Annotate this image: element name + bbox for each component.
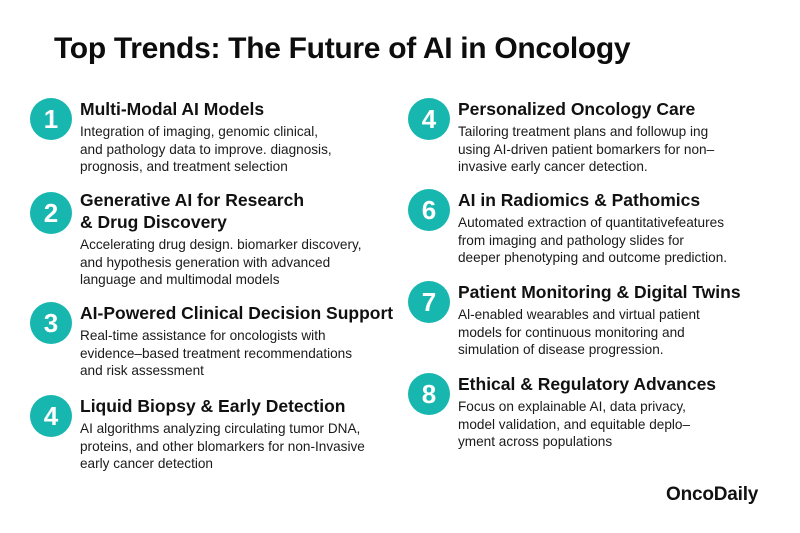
trend-title: AI in Radiomics & Pathomics [458,190,701,210]
number-badge: 3 [30,302,72,344]
trend-title: Generative AI for Research & Drug Discov… [80,190,305,232]
trend-title: Ethical & Regulatory Advances [458,374,717,394]
trend-item-3: 3 AI-Powered Clinical Decision Support R… [30,302,410,382]
trend-title: AI-Powered Clinical Decision Support [80,303,394,323]
number-badge: 4 [408,98,450,140]
trend-description: Accelerating drug design. biomarker disc… [80,237,362,287]
trend-title: Personalized Oncology Care [458,99,696,119]
number-badge: 7 [408,281,450,323]
number-badge: 2 [30,192,72,234]
trend-description: Integration of imaging, genomic clinical… [80,124,332,174]
trend-item-2: 2 Generative AI for Research & Drug Disc… [30,189,410,289]
trend-title: Patient Monitoring & Digital Twins [458,282,741,302]
trend-description: Focus on explainable AI, data privacy, m… [458,399,691,449]
trend-item-6: 6 AI in Radiomics & Pathomics Automated … [408,189,788,269]
number-badge: 1 [30,98,72,140]
number-badge: 4 [30,395,72,437]
trend-item-8: 8 Ethical & Regulatory Advances Focus on… [408,373,788,453]
trend-description: AI algorithms analyzing circulating tumo… [80,421,365,471]
trend-description: Al-enabled wearables and virtual patient… [458,307,700,357]
trend-item-5: 4 Personalized Oncology Care Tailoring t… [408,98,788,178]
trend-item-4: 4 Liquid Biopsy & Early Detection AI alg… [30,395,410,475]
number-badge: 8 [408,373,450,415]
number-badge: 6 [408,189,450,231]
trend-title: Liquid Biopsy & Early Detection [80,396,346,416]
page-title: Top Trends: The Future of AI in Oncology [54,32,631,65]
trend-description: Real-time assistance for oncologists wit… [80,328,353,378]
trend-description: Tailoring treatment plans and followup i… [458,124,715,174]
trend-item-1: 1 Multi-Modal AI Models Integration of i… [30,98,410,178]
trend-description: Automated extraction of quantitativefeat… [458,215,728,265]
trend-item-7: 7 Patient Monitoring & Digital Twins Al-… [408,281,788,361]
brand-logo-text: OncoDaily [666,484,759,505]
trend-title: Multi-Modal AI Models [80,99,265,119]
